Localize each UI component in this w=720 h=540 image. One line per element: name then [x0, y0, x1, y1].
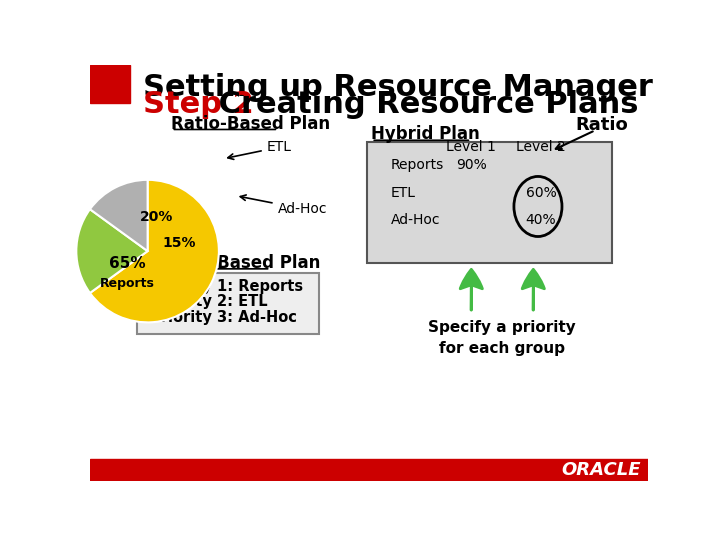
Text: ETL: ETL: [228, 140, 292, 159]
Text: Hybrid Plan: Hybrid Plan: [372, 125, 480, 143]
FancyBboxPatch shape: [137, 273, 320, 334]
Text: Reports: Reports: [100, 278, 155, 291]
Wedge shape: [76, 209, 148, 293]
Text: Ad-Hoc: Ad-Hoc: [240, 195, 327, 216]
Text: Priority 3: Ad-Hoc: Priority 3: Ad-Hoc: [150, 310, 297, 325]
Text: ORACLE: ORACLE: [562, 461, 642, 479]
Text: Priority 1: Reports: Priority 1: Reports: [150, 279, 304, 294]
Text: 15%: 15%: [162, 235, 196, 249]
Text: Ratio-Based Plan: Ratio-Based Plan: [171, 115, 330, 133]
Text: Creating Resource Plans: Creating Resource Plans: [208, 90, 639, 119]
Text: Setting up Resource Manager: Setting up Resource Manager: [143, 73, 652, 103]
Text: 65%: 65%: [109, 256, 146, 272]
Bar: [367, 142, 611, 264]
Text: Level 1: Level 1: [446, 140, 496, 154]
Text: 90%: 90%: [456, 158, 487, 172]
FancyArrowPatch shape: [460, 269, 482, 310]
Bar: [90, 65, 130, 103]
Text: Priority 2: ETL: Priority 2: ETL: [150, 294, 268, 309]
Text: Level 2: Level 2: [516, 140, 566, 154]
Wedge shape: [90, 180, 148, 251]
Text: Priority-Based Plan: Priority-Based Plan: [140, 254, 320, 272]
Wedge shape: [90, 180, 219, 322]
Text: Step 2: Step 2: [143, 90, 253, 119]
Text: Specify a priority
for each group: Specify a priority for each group: [428, 320, 576, 356]
Text: 60%: 60%: [526, 186, 557, 200]
Text: Ad-Hoc: Ad-Hoc: [391, 213, 440, 227]
FancyArrowPatch shape: [522, 269, 544, 310]
Text: Ratio: Ratio: [575, 116, 628, 134]
Text: 40%: 40%: [526, 213, 557, 227]
Text: Reports: Reports: [391, 158, 444, 172]
Bar: [90, 459, 648, 481]
Text: 20%: 20%: [140, 210, 173, 224]
Text: ETL: ETL: [391, 186, 415, 200]
